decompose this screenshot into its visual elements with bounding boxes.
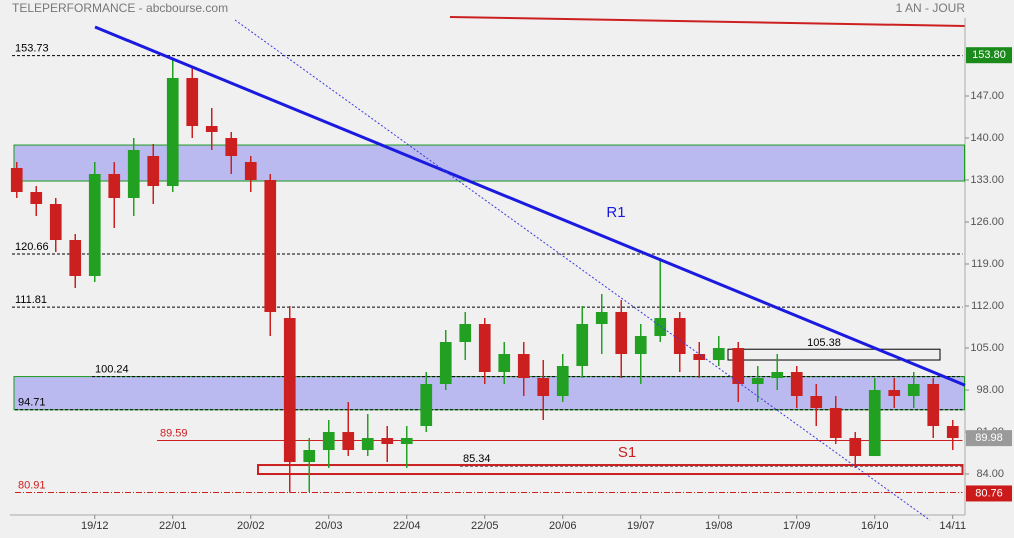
trendline-name: R1	[606, 204, 625, 221]
candle-body	[888, 390, 901, 397]
y-tick-label: 126.00	[970, 216, 1004, 228]
level-label: 153.73	[15, 43, 49, 55]
price-tag	[966, 430, 1012, 447]
candle-body	[88, 174, 101, 277]
x-tick-label: 20/06	[549, 520, 577, 532]
y-tick-label: 98.00	[976, 384, 1004, 396]
indicator-line	[449, 16, 966, 27]
candle-body	[927, 384, 940, 427]
candle-body	[478, 324, 491, 373]
candle-body	[342, 432, 355, 451]
candle-body	[283, 318, 296, 463]
x-tick-label: 20/03	[315, 520, 343, 532]
price-tag	[966, 47, 1012, 64]
x-tick-label: 14/11	[939, 520, 966, 532]
candle-body	[166, 78, 179, 187]
level-label: 94.71	[18, 397, 46, 409]
box-name: S1	[618, 444, 636, 461]
candle-body	[673, 318, 686, 355]
candle-body	[264, 180, 277, 313]
candle-body	[108, 174, 121, 199]
y-tick-label: 84.00	[976, 468, 1004, 480]
box	[257, 464, 964, 476]
candle-body	[556, 366, 569, 397]
y-tick-label: 105.00	[970, 342, 1004, 354]
candle-body	[849, 438, 862, 457]
candle-body	[30, 192, 43, 205]
candle-body	[10, 168, 23, 193]
chart-title: TELEPERFORMANCE - abcbourse.com	[12, 1, 228, 15]
candle-body	[868, 390, 881, 457]
candle-body	[322, 432, 335, 451]
level-label: 100.24	[95, 363, 129, 375]
box	[727, 348, 941, 361]
x-tick-label: 17/09	[783, 520, 811, 532]
x-tick-label: 22/05	[471, 520, 499, 532]
candle-body	[49, 204, 62, 241]
candle-body	[69, 240, 82, 277]
y-tick-label: 140.00	[970, 132, 1004, 144]
level-label: 111.81	[15, 294, 47, 306]
candle-body	[771, 372, 784, 379]
candle-body	[810, 396, 823, 409]
candle-body	[498, 354, 511, 373]
candle-body	[595, 312, 608, 325]
trendline	[94, 25, 966, 387]
candle-body	[907, 384, 920, 397]
trendline	[234, 19, 931, 521]
candle-body	[654, 318, 667, 337]
period: 1 AN - JOUR	[896, 1, 966, 15]
candle-body	[244, 162, 257, 181]
y-tick-label: 119.00	[971, 258, 1004, 270]
candle-body	[147, 156, 160, 187]
price-tag-label: 80.76	[975, 487, 1003, 499]
y-tick-label: 133.00	[970, 174, 1004, 186]
x-tick-label: 16/10	[861, 520, 889, 532]
candle-body	[381, 438, 394, 445]
candle-body	[439, 342, 452, 385]
candle-body	[634, 336, 647, 355]
x-tick-label: 19/07	[627, 520, 655, 532]
candle-body	[829, 408, 842, 439]
level-label: 89.59	[160, 427, 188, 439]
price-tag-label: 153.80	[972, 49, 1006, 61]
candle-body	[361, 438, 374, 451]
level-label: 85.34	[463, 453, 491, 465]
box-label: 105.38	[807, 337, 841, 349]
candle-body	[127, 150, 140, 199]
candle-body	[946, 426, 959, 439]
candle-body	[517, 354, 530, 379]
candle-body	[693, 354, 706, 361]
x-tick-label: 20/02	[237, 520, 265, 532]
candle-body	[537, 378, 550, 397]
x-tick-label: 22/01	[159, 520, 187, 532]
x-tick-label: 19/12	[81, 520, 109, 532]
candle-body	[732, 348, 745, 385]
y-tick-label: 112.00	[971, 300, 1004, 312]
candle-body	[712, 348, 725, 361]
candle-body	[303, 450, 316, 463]
level-label: 120.66	[15, 241, 49, 253]
candle-body	[576, 324, 589, 367]
candle-body	[205, 126, 218, 133]
x-tick-label: 19/08	[705, 520, 733, 532]
candle-body	[615, 312, 628, 355]
candle-body	[459, 324, 472, 343]
candle-body	[751, 378, 764, 385]
x-tick-label: 22/04	[393, 520, 421, 532]
candle-body	[225, 138, 238, 157]
price-tag-label: 89.98	[975, 432, 1003, 444]
y-tick-label: 147.00	[970, 90, 1004, 102]
level-label: 80.91	[18, 479, 46, 491]
candle-body	[790, 372, 803, 397]
candle-body	[400, 438, 413, 445]
candle-body	[186, 78, 199, 127]
candle-body	[420, 384, 433, 427]
price-tag	[966, 485, 1012, 502]
